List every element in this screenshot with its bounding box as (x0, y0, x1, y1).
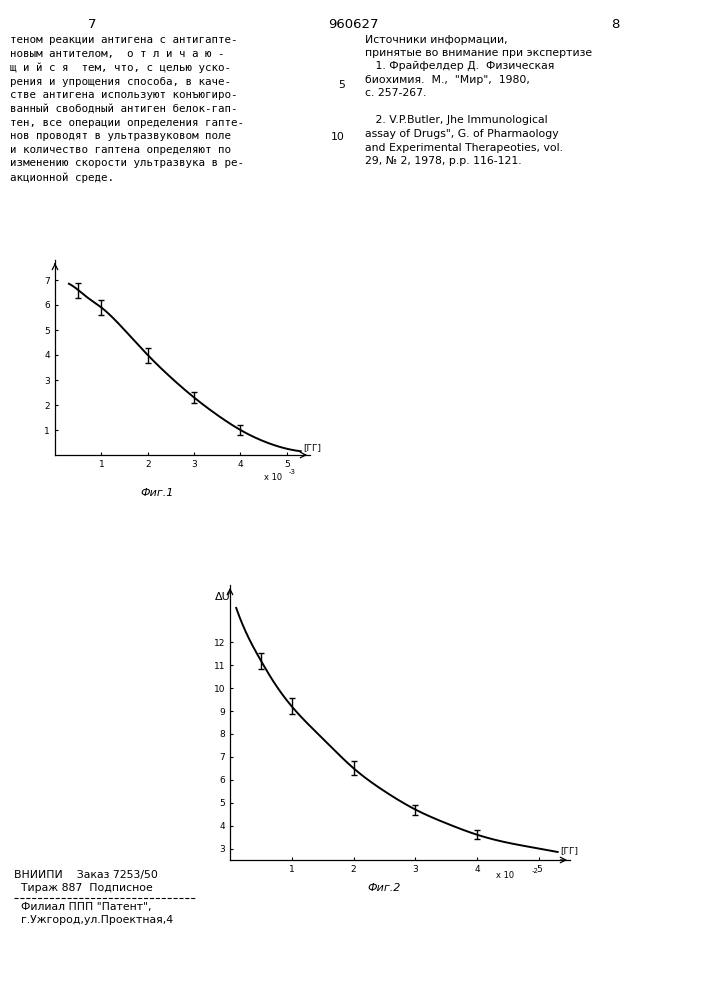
Text: 1. Фрайфелдер Д.  Физическая
биохимия.  М.,  "Мир",  1980,
с. 257-267.

   2. V.: 1. Фрайфелдер Д. Физическая биохимия. М.… (365, 61, 563, 166)
Text: 7: 7 (88, 18, 96, 31)
Text: ВНИИПИ    Заказ 7253/50: ВНИИПИ Заказ 7253/50 (14, 870, 158, 880)
Text: [ГГ]: [ГГ] (561, 846, 579, 855)
Text: Фиг.1: Фиг.1 (140, 488, 174, 498)
Text: 5: 5 (338, 81, 345, 91)
Text: Источники информации,: Источники информации, (365, 35, 508, 45)
Text: ΔU: ΔU (214, 592, 230, 602)
Text: 960627: 960627 (328, 18, 379, 31)
Text: Филиал ППП "Патент",: Филиал ППП "Патент", (14, 902, 151, 912)
Text: [ГГ]: [ГГ] (303, 443, 321, 452)
Text: x 10: x 10 (264, 473, 282, 482)
Text: -2: -2 (532, 868, 539, 874)
Text: Фиг.2: Фиг.2 (368, 883, 402, 893)
Text: -3: -3 (289, 469, 296, 475)
Text: Тираж 887  Подписное: Тираж 887 Подписное (14, 883, 153, 893)
Text: теном реакции антигена с антигапте-
новым антителом,  о т л и ч а ю -
щ и й с я : теном реакции антигена с антигапте- новы… (10, 35, 244, 183)
Text: 8: 8 (611, 18, 619, 31)
Text: 10: 10 (331, 132, 345, 142)
Text: x 10: x 10 (496, 871, 514, 880)
Text: г.Ужгород,ул.Проектная,4: г.Ужгород,ул.Проектная,4 (14, 915, 173, 925)
Text: принятые во внимание при экспертизе: принятые во внимание при экспертизе (365, 48, 592, 58)
